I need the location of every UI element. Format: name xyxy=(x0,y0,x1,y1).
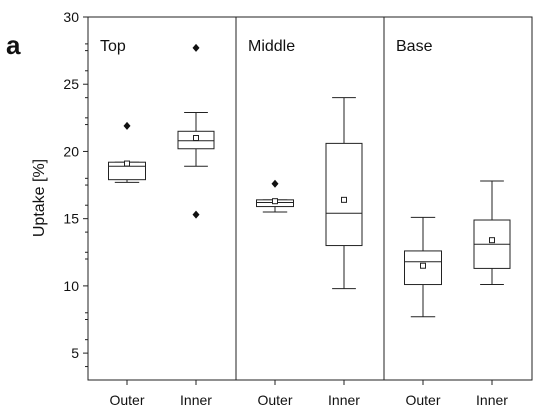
mean-marker-base-inner xyxy=(489,237,495,244)
outlier-top-outer-0 xyxy=(123,121,131,130)
y-tick-label-10: 10 xyxy=(63,278,79,294)
mean-marker-top-inner xyxy=(193,135,199,141)
mean-marker-middle-inner xyxy=(341,196,347,203)
x-label-middle-outer: Outer xyxy=(257,392,292,408)
panel-letter: a xyxy=(6,30,21,60)
mean-marker-base-outer xyxy=(420,262,426,269)
y-tick-label-30: 30 xyxy=(63,9,79,25)
outlier-top-inner-0 xyxy=(192,43,200,52)
x-label-base-outer: Outer xyxy=(405,392,440,408)
x-label-top-outer: Outer xyxy=(109,392,144,408)
x-label-top-inner: Inner xyxy=(180,392,212,408)
outlier-middle-outer-0 xyxy=(271,179,279,188)
panel-title-base: Base xyxy=(396,38,433,55)
panel-title-top: Top xyxy=(100,38,126,55)
y-tick-label-5: 5 xyxy=(71,345,79,361)
y-tick-label-20: 20 xyxy=(63,143,79,159)
plot-frame xyxy=(87,16,533,381)
outlier-top-inner-1 xyxy=(192,210,200,219)
plot-area: 5 10 15 20 25 30 Top Outer Inner Middle Outer Inner… xyxy=(63,9,533,408)
y-tick-label-25: 25 xyxy=(63,76,79,92)
box-middle-inner xyxy=(325,142,363,247)
mean-marker-top-outer xyxy=(124,160,130,167)
x-label-middle-inner: Inner xyxy=(328,392,360,408)
mean-marker-middle-outer xyxy=(272,198,278,205)
panel-title-middle: Middle xyxy=(248,38,295,55)
y-axis-title: Uptake [%] xyxy=(31,159,48,237)
y-tick-label-15: 15 xyxy=(63,211,79,227)
x-label-base-inner: Inner xyxy=(476,392,508,408)
